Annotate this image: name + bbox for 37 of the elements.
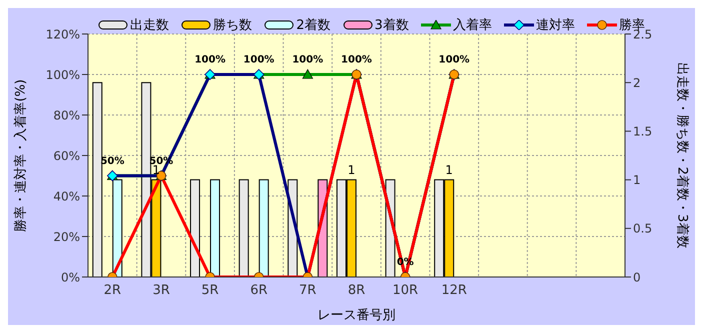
y2-tick-label: 1 [633, 173, 641, 188]
data-label: 100% [341, 54, 372, 66]
data-label: 1 [348, 162, 356, 177]
data-label: 100% [292, 54, 324, 66]
x-tick-label: 7R [299, 283, 316, 298]
y-tick-label: 120% [46, 27, 80, 42]
y-tick-label: 20% [53, 230, 80, 244]
y-tick-label: 80% [53, 108, 80, 122]
y2-tick-label: 0.5 [633, 222, 652, 236]
legend-label: 連対率 [534, 17, 575, 34]
x-tick-label: 8R [348, 283, 366, 298]
y-tick-label: 40% [53, 189, 80, 204]
y-tick-label: 60% [53, 148, 80, 163]
y-tick-label: 0% [60, 270, 80, 284]
x-tick-label: 6R [250, 283, 268, 298]
y2-tick-label: 1.5 [633, 124, 652, 138]
x-tick-label: 2R [104, 283, 122, 298]
y2-tick-label: 2 [633, 76, 641, 90]
y-axis-title: 勝率・連対率・入着率(%) [12, 79, 29, 232]
data-label: 1 [445, 162, 453, 177]
y2-axis-title: 出走数・勝ち数・2着数・3着数 [674, 62, 690, 248]
x-tick-label: 3R [152, 283, 170, 298]
x-axis-title: レース番号別 [318, 308, 396, 323]
y-tick-label: 100% [46, 68, 80, 82]
legend-label: 3着数 [374, 17, 409, 34]
x-tick-label: 12R [441, 283, 467, 298]
legend-label: 出走数 [129, 17, 170, 34]
x-tick-label: 5R [201, 283, 219, 298]
legend-label: 入着率 [452, 17, 492, 34]
data-label: 100% [438, 54, 470, 66]
legend-label: 勝ち数 [212, 17, 252, 34]
legend-label: 2着数 [295, 17, 330, 34]
data-label: 100% [194, 54, 226, 66]
point [302, 69, 313, 79]
x-tick-label: 10R [392, 283, 418, 298]
data-label: 100% [243, 54, 274, 66]
y2-tick-label: 0 [633, 270, 641, 284]
